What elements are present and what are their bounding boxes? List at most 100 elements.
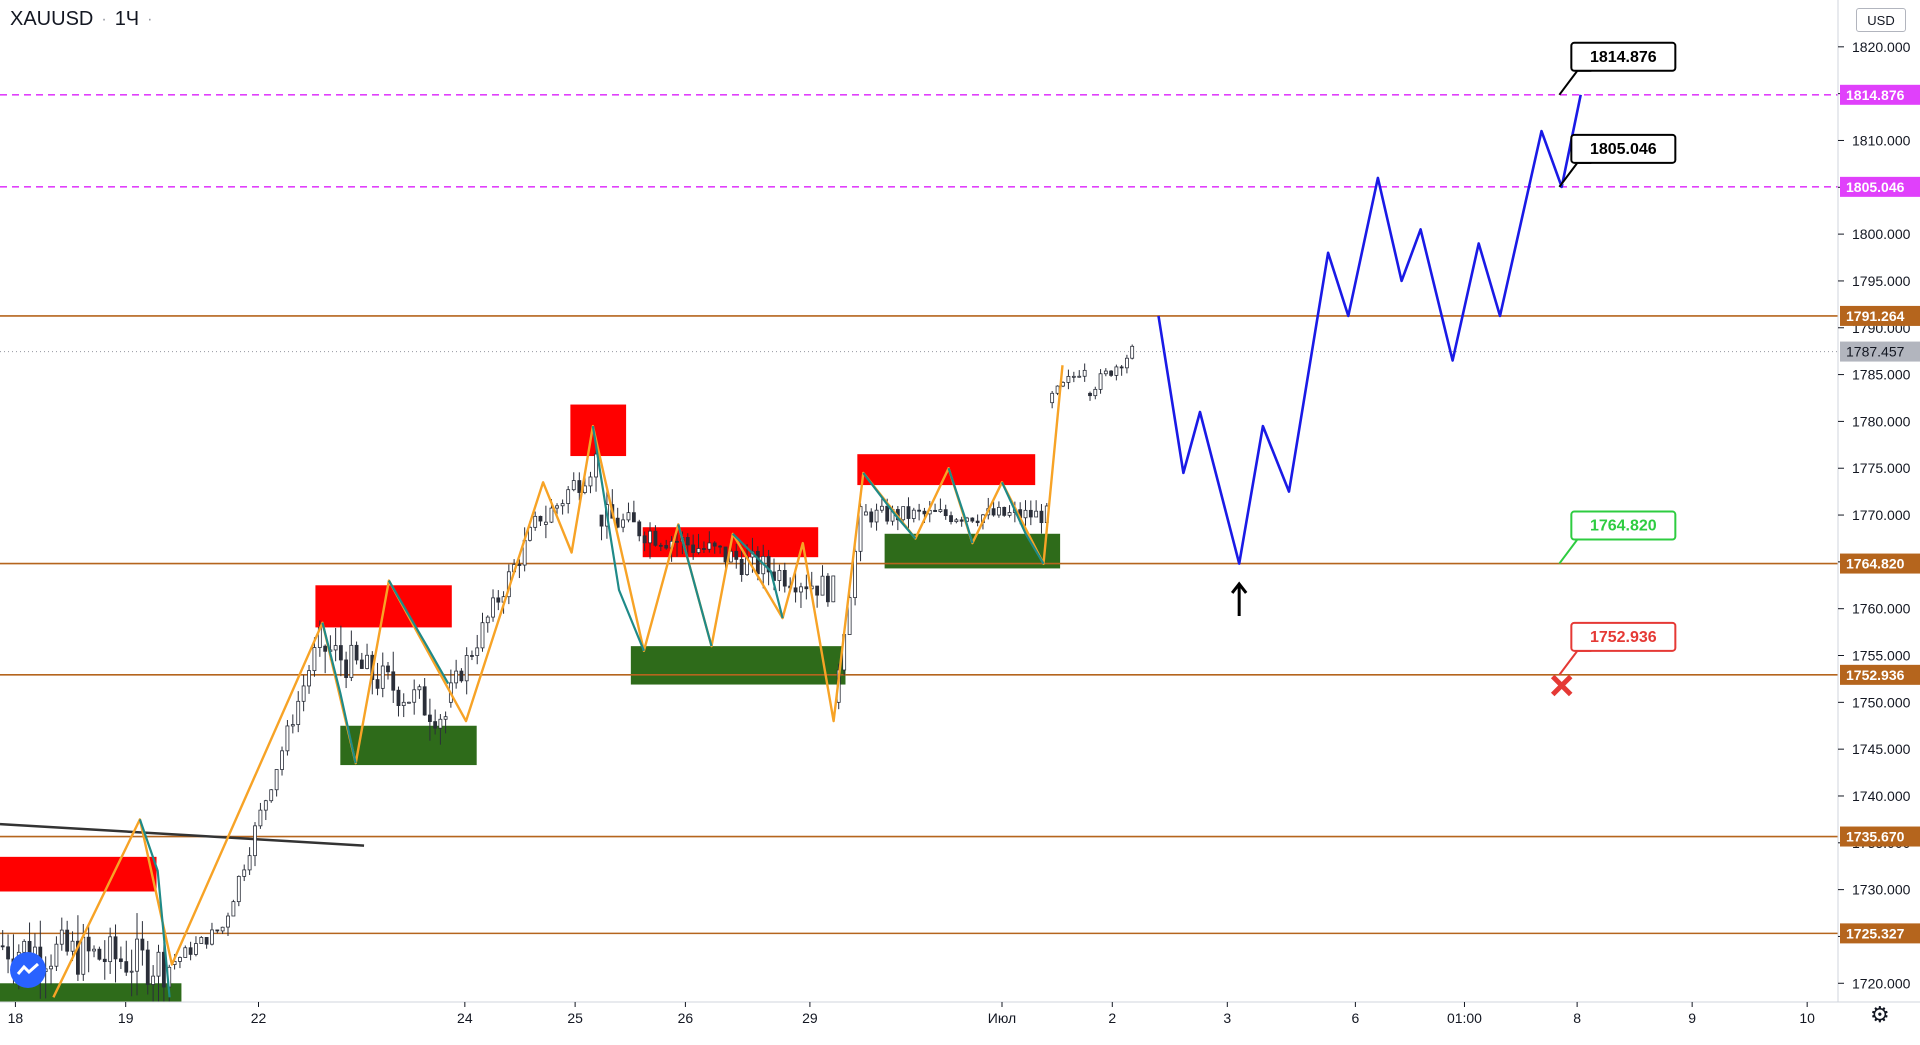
candle-body — [858, 506, 863, 552]
candle-body — [1002, 506, 1007, 516]
time-tick-label: 26 — [678, 1010, 694, 1026]
candle-body — [417, 686, 422, 691]
separator-dot-2: · — [147, 10, 153, 28]
candle-body — [178, 957, 182, 962]
candle-body — [422, 686, 427, 716]
candle-body — [247, 855, 252, 871]
time-tick-label: 6 — [1351, 1010, 1359, 1026]
candle-body — [491, 597, 495, 618]
candle-body — [1093, 388, 1098, 397]
candle-body — [885, 505, 890, 522]
candle-body — [290, 724, 295, 727]
candle-body — [1088, 392, 1092, 397]
candle-body — [658, 544, 663, 547]
tradingview-logo-icon[interactable] — [10, 952, 46, 988]
candle-body — [161, 951, 166, 988]
candle-body — [215, 929, 220, 932]
candle-body — [380, 665, 385, 689]
price-tick-label: 1810.000 — [1852, 132, 1911, 148]
candle-body — [637, 521, 642, 537]
candle-body — [475, 647, 480, 656]
teal-zigzag — [387, 580, 450, 685]
candle-body — [566, 489, 571, 504]
callout-box — [1570, 621, 1677, 652]
candle-body — [642, 535, 647, 544]
candle-body — [349, 644, 354, 678]
level-price-label: 1764.820 — [1846, 556, 1905, 572]
candle-body — [296, 700, 301, 725]
candle-body — [970, 517, 975, 522]
candle-body — [210, 929, 214, 945]
candle-body — [1034, 510, 1039, 518]
candle-body — [135, 938, 139, 972]
candle-body — [220, 926, 225, 932]
candle-body — [1082, 369, 1087, 377]
currency-button[interactable]: USD — [1856, 8, 1906, 32]
candle-body — [826, 575, 830, 603]
candle-body — [54, 943, 59, 967]
plot-area — [0, 94, 1838, 1002]
candle-body — [194, 943, 198, 955]
candle-body — [943, 509, 948, 517]
callout-box — [1570, 41, 1677, 72]
candle-body — [533, 515, 538, 528]
candle-body — [1023, 509, 1028, 519]
candle-body — [599, 514, 604, 527]
candle-body — [464, 655, 469, 682]
interval-label[interactable]: 1Ч — [114, 8, 140, 30]
supply-zone — [0, 856, 157, 892]
symbol-name[interactable]: XAUUSD — [10, 8, 94, 30]
level-price-tag — [1840, 826, 1920, 847]
teal-zigzag — [1001, 481, 1045, 565]
teal-zigzag — [677, 524, 713, 647]
candle-body — [454, 670, 459, 684]
level-price-label: 1805.046 — [1846, 179, 1905, 195]
candle-body — [359, 659, 364, 669]
candle-body — [631, 512, 636, 523]
teal-zigzag — [947, 467, 974, 544]
candle-body — [1007, 512, 1012, 516]
price-tick-label: 1740.000 — [1852, 788, 1911, 804]
candle-body — [391, 671, 396, 691]
price-tick-label: 1780.000 — [1852, 413, 1911, 429]
supply-zone — [857, 454, 1036, 486]
candle-body — [718, 545, 723, 548]
candle-body — [97, 948, 102, 960]
demand-zone — [340, 725, 477, 766]
teal-zigzag — [138, 819, 171, 998]
cancel-x-icon — [1550, 674, 1573, 697]
candle-body — [959, 519, 964, 522]
candle-body — [407, 701, 411, 704]
candle-body — [1119, 366, 1124, 369]
candle-body — [269, 789, 274, 802]
candle-body — [1039, 510, 1044, 524]
level-price-tag — [1840, 923, 1920, 944]
gear-icon[interactable]: ⚙ — [1870, 1002, 1890, 1027]
candle-body — [485, 616, 490, 624]
candle-body — [538, 515, 543, 522]
candle-body — [344, 659, 349, 678]
candle-body — [949, 515, 953, 523]
candle-body — [199, 937, 204, 944]
price-tick-label: 1800.000 — [1852, 226, 1911, 242]
candle-body — [739, 559, 744, 575]
level-price-tag — [1840, 664, 1920, 685]
candle-body — [333, 645, 338, 651]
candle-body — [188, 947, 193, 955]
symbol-header[interactable]: XAUUSD · 1Ч · — [10, 8, 152, 31]
candle-body — [65, 929, 70, 952]
candle-body — [864, 511, 868, 516]
price-tick-label: 1720.000 — [1852, 975, 1911, 991]
projection-path — [1157, 94, 1582, 565]
trendline — [0, 822, 365, 847]
time-tick-label: 3 — [1223, 1010, 1231, 1026]
callout-label: 1805.046 — [1590, 141, 1657, 158]
candle-body — [0, 945, 5, 948]
time-tick-label: 9 — [1688, 1010, 1696, 1026]
candle-body — [820, 575, 825, 596]
price-axis-bg — [1838, 0, 1920, 1002]
teal-zigzag — [321, 622, 357, 764]
price-tick-label: 1760.000 — [1852, 601, 1911, 617]
candle-body — [675, 540, 679, 543]
